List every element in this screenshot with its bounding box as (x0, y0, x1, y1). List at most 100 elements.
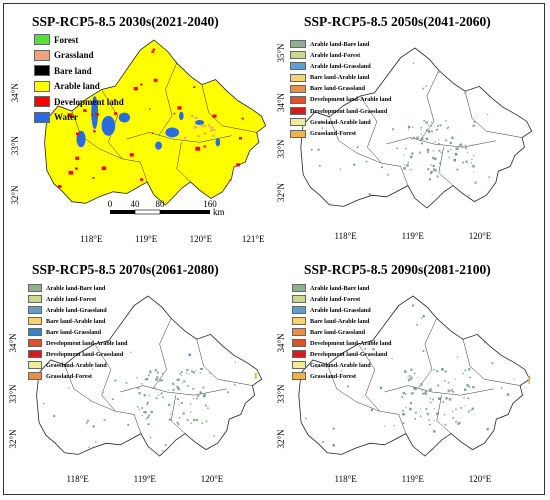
change-pixel (447, 150, 450, 153)
change-pixel (407, 164, 409, 166)
grassland-patch (191, 114, 194, 117)
change-pixel (159, 378, 161, 380)
change-pixel (191, 370, 193, 373)
development-patch (129, 153, 134, 157)
grassland-patch (210, 126, 214, 129)
change-pixel (147, 374, 150, 377)
lat-tick-label: 32°N (276, 429, 286, 449)
change-pixel (409, 155, 413, 159)
change-pixel (310, 148, 313, 151)
legend-swatch (290, 51, 306, 60)
legend-swatch (292, 372, 306, 380)
change-pixel (473, 120, 476, 123)
legend: Forest Grassland Bare land Arable land Devel… (34, 34, 124, 128)
change-pixel (457, 147, 460, 149)
change-pixel (455, 147, 459, 151)
change-pixel (407, 125, 411, 129)
grassland-patch (194, 125, 198, 128)
change-pixel (101, 391, 104, 394)
legend-item: Development land (34, 96, 124, 108)
change-pixel (412, 62, 414, 64)
water-patch (165, 127, 180, 138)
legend-label: Arable land-Forest (310, 51, 361, 59)
change-pixel (464, 92, 467, 95)
change-pixel (457, 422, 460, 426)
change-pixel (176, 378, 179, 381)
legend-label: Bare land-Grassland (310, 85, 366, 93)
change-pixel (469, 376, 471, 379)
lat-tick-label: 33°N (8, 384, 18, 404)
change-pixel (317, 148, 320, 151)
legend-item: Bare land-Arable land (292, 317, 391, 325)
development-patch (193, 86, 196, 89)
change-pixel (436, 370, 439, 373)
change-pixel (195, 369, 197, 371)
change-pixel (408, 129, 410, 131)
change-pixel (169, 413, 172, 416)
legend-item: Arable land-Bare land (290, 40, 391, 48)
change-pixel (410, 392, 413, 395)
change-pixel (204, 404, 207, 407)
lon-tick-label: 118°E (80, 234, 103, 244)
legend-label: Development land (54, 96, 124, 107)
change-pixel (430, 164, 432, 166)
change-pixel (506, 393, 510, 396)
development-patch (67, 113, 73, 118)
legend-label: Grassland-Arable land (310, 361, 371, 369)
lon-tick-label: 120°E (469, 231, 492, 241)
change-pixel (193, 418, 196, 422)
change-pixel (187, 385, 189, 387)
grassland-patch (210, 129, 213, 132)
change-pixel (466, 151, 469, 153)
change-pixel (181, 382, 183, 384)
development-patch (133, 86, 138, 91)
change-pixel (420, 137, 424, 140)
development-patch (140, 178, 144, 181)
change-pixel (456, 168, 459, 171)
legend: Arable land-Bare land Arable land-Forest A… (290, 40, 391, 141)
lat-tick-label: 32°N (8, 429, 18, 449)
city-boundary (170, 395, 186, 434)
grassland-patch (194, 117, 198, 120)
legend-label: Bare land (54, 65, 92, 76)
development-patch (114, 112, 118, 115)
change-pixel (426, 148, 430, 152)
change-pixel (138, 408, 140, 411)
change-pixel (470, 162, 473, 164)
study-area-outline (298, 295, 531, 457)
change-pixel (414, 411, 417, 414)
change-pixel (452, 416, 455, 419)
change-pixel (203, 394, 206, 398)
change-pixel (423, 120, 426, 122)
change-pixel (467, 368, 471, 371)
change-pixel (421, 389, 424, 392)
change-pixel (197, 395, 200, 397)
change-pixel (114, 379, 117, 382)
legend-swatch (28, 306, 42, 314)
change-pixel (202, 386, 205, 389)
change-pixel (428, 124, 430, 126)
change-pixel (487, 113, 489, 116)
development-patch (101, 166, 107, 171)
change-pixel (180, 401, 183, 405)
lat-tick-label: 33°N (10, 136, 20, 156)
development-patch (151, 132, 154, 135)
change-pixel (462, 372, 464, 375)
panel-title: SSP-RCP5-8.5 2070s(2061-2080) (32, 262, 219, 277)
water-patch (91, 96, 99, 130)
city-boundary (115, 410, 142, 434)
change-pixel (403, 154, 405, 156)
city-boundary (438, 147, 454, 186)
legend-swatch (290, 129, 306, 138)
change-pixel (148, 414, 151, 417)
change-pixel (411, 152, 414, 155)
development-patch (195, 146, 201, 151)
change-pixel (181, 371, 183, 373)
legend-swatch (28, 317, 42, 325)
legend-label: Arable land-Bare land (310, 284, 370, 292)
change-pixel (439, 124, 442, 127)
change-pixel (439, 162, 442, 165)
change-pixel (422, 315, 425, 318)
change-pixel (441, 368, 444, 371)
change-pixel (178, 403, 180, 406)
